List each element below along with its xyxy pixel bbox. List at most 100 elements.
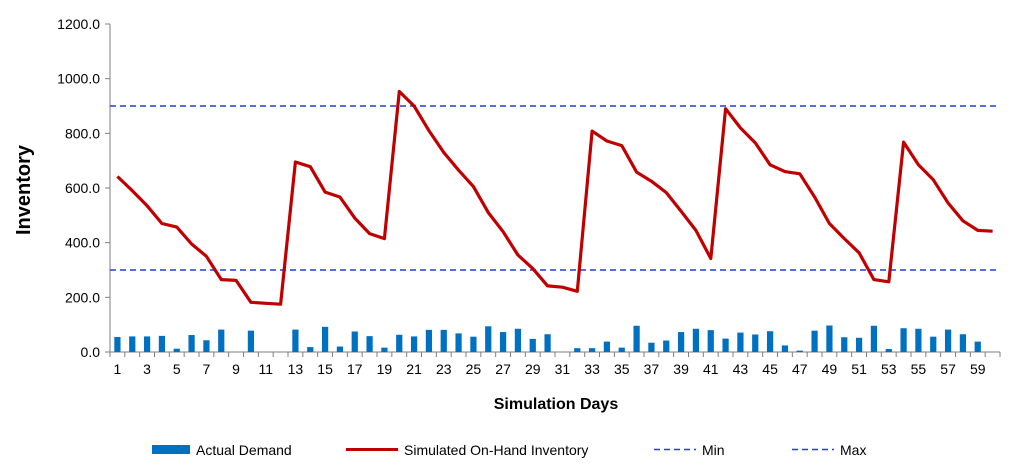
demand-bar (944, 329, 952, 352)
demand-bar (781, 345, 789, 352)
demand-bar (410, 336, 418, 352)
demand-bar (381, 347, 388, 352)
demand-bar (114, 336, 121, 352)
x-tick-label: 43 (733, 361, 749, 377)
x-tick-label: 35 (614, 361, 630, 377)
demand-bar (618, 347, 625, 352)
x-tick-label: 33 (584, 361, 600, 377)
demand-bar (470, 336, 477, 352)
x-tick-label: 55 (911, 361, 927, 377)
demand-bar (544, 334, 551, 352)
x-tick-label: 25 (466, 361, 482, 377)
legend-swatch-actual-demand (152, 445, 190, 454)
demand-bar (366, 336, 373, 352)
demand-bar (633, 325, 640, 352)
legend: Actual Demand Simulated On-Hand Inventory… (152, 442, 866, 458)
x-tick-label: 5 (173, 361, 181, 377)
demand-bar (307, 347, 314, 352)
x-tick-label: 11 (258, 361, 273, 377)
y-axis-title: Inventory (13, 144, 35, 235)
demand-bar (336, 346, 344, 352)
demand-bar (826, 325, 833, 352)
x-tick-label: 3 (143, 361, 151, 377)
demand-bar (974, 341, 981, 352)
y-tick-label: 1200.0 (57, 16, 100, 32)
x-tick-label: 47 (792, 361, 808, 377)
demand-bar (885, 348, 892, 352)
demand-bar (737, 332, 744, 352)
legend-label-min: Min (702, 442, 725, 458)
demand-bar (292, 329, 299, 352)
demand-bar (692, 328, 700, 352)
demand-bar (218, 329, 225, 352)
x-tick-label: 39 (673, 361, 689, 377)
demand-bar (158, 335, 166, 352)
x-tick-label: 15 (317, 361, 333, 377)
demand-bar (499, 332, 507, 352)
demand-bar (351, 331, 358, 352)
demand-bar (425, 329, 433, 352)
demand-bar (766, 331, 774, 352)
demand-bar (752, 334, 759, 352)
demand-bar (930, 336, 937, 352)
demand-bar (707, 330, 714, 352)
demand-bar (574, 348, 581, 352)
demand-bar (321, 326, 329, 352)
x-tick-label: 21 (406, 361, 422, 377)
x-tick-label: 45 (762, 361, 778, 377)
demand-bar (648, 342, 655, 352)
demand-bar (677, 332, 685, 352)
x-tick-label: 59 (970, 361, 986, 377)
x-tick-label: 13 (288, 361, 304, 377)
demand-bar (855, 337, 863, 352)
legend-label-max: Max (840, 442, 866, 458)
demand-bar (173, 348, 180, 352)
demand-bar (485, 326, 492, 352)
demand-bar (396, 334, 403, 352)
y-tick-label: 0.0 (81, 344, 101, 360)
demand-bar (841, 337, 848, 352)
x-tick-label: 29 (525, 361, 541, 377)
x-axis-title: Simulation Days (494, 396, 619, 413)
demand-bar (588, 348, 596, 352)
demand-bar (203, 340, 210, 352)
legend-label-actual-demand: Actual Demand (196, 442, 292, 458)
x-tick-label: 31 (555, 361, 571, 377)
demand-bar (870, 325, 878, 352)
x-tick-label: 7 (203, 361, 211, 377)
demand-bar (247, 330, 255, 352)
y-tick-label: 200.0 (65, 289, 100, 305)
demand-bar (455, 333, 462, 352)
demand-bar (603, 341, 611, 352)
x-tick-label: 57 (940, 361, 956, 377)
demand-bar (188, 335, 195, 352)
demand-bar (900, 328, 907, 352)
x-tick-label: 27 (495, 361, 511, 377)
x-tick-label: 17 (347, 361, 363, 377)
x-tick-label: 37 (644, 361, 660, 377)
demand-bar (514, 328, 522, 352)
legend-label-simulated-on-hand-inventory: Simulated On-Hand Inventory (404, 442, 588, 458)
demand-bar (796, 350, 803, 352)
demand-bar (663, 340, 670, 352)
x-tick-label: 41 (703, 361, 719, 377)
y-tick-label: 400.0 (65, 235, 100, 251)
x-tick-label: 1 (114, 361, 122, 377)
x-tick-label: 19 (377, 361, 393, 377)
demand-bar (722, 338, 729, 352)
x-tick-label: 9 (232, 361, 240, 377)
demand-bar (129, 336, 136, 352)
demand-bar (529, 338, 536, 352)
inventory-line (116, 89, 993, 306)
x-tick-label: 51 (851, 361, 867, 377)
y-tick-label: 800.0 (65, 125, 100, 141)
demand-bar (959, 334, 967, 352)
x-tick-label: 23 (436, 361, 452, 377)
y-tick-label: 1000.0 (57, 71, 100, 87)
demand-bar (915, 328, 922, 352)
x-tick-label: 53 (881, 361, 897, 377)
x-tick-label: 49 (822, 361, 838, 377)
demand-bar (440, 329, 447, 352)
